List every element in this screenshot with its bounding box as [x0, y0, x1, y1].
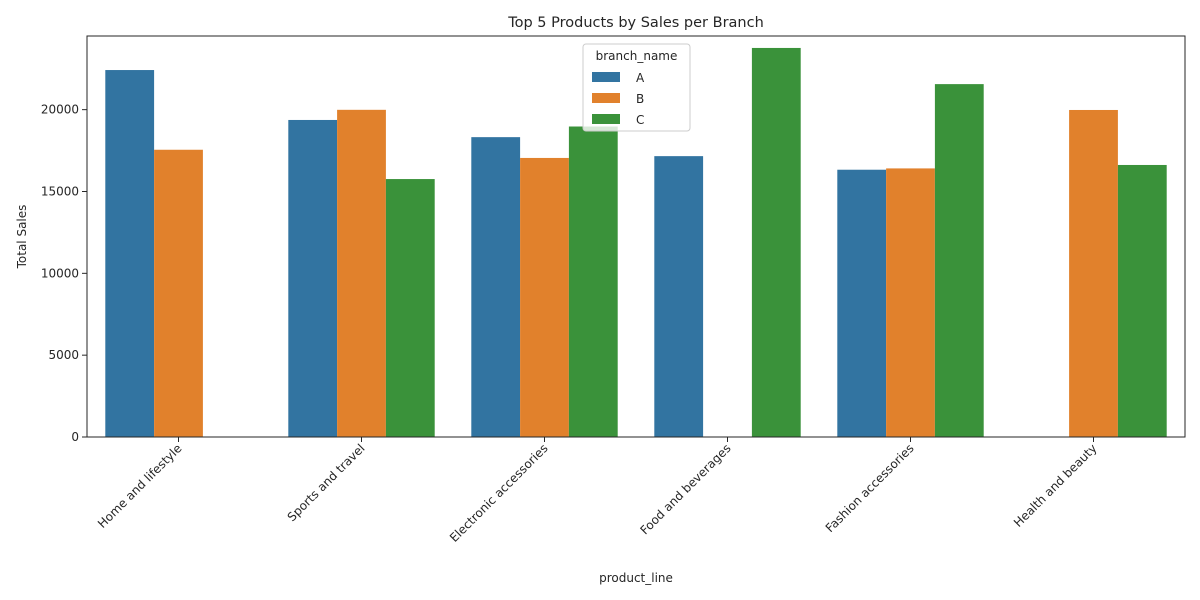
x-tick-label: Food and beverages: [637, 441, 733, 537]
bar-C-2: [568, 126, 618, 437]
y-tick-label: 10000: [41, 266, 79, 280]
x-tick-label: Electronic accessories: [447, 441, 551, 545]
bar-C-4: [934, 84, 984, 438]
bar-A-0: [105, 70, 155, 437]
x-tick-label: Sports and travel: [285, 441, 368, 524]
bar-B-5: [1069, 109, 1118, 437]
legend-title: branch_name: [596, 49, 678, 63]
legend-box: [582, 43, 691, 132]
x-axis-title: product_line: [599, 571, 673, 585]
bar-C-5: [1117, 164, 1167, 437]
bar-B-2: [520, 157, 569, 437]
bar-A-4: [837, 169, 887, 437]
bar-B-0: [154, 149, 203, 437]
plot-frame: [86, 35, 1186, 438]
legend-swatch-B: [592, 93, 620, 103]
bar-A-2: [471, 137, 521, 437]
bar-B-1: [337, 109, 386, 437]
y-tick-label: 0: [71, 430, 79, 444]
y-axis-title: Total Sales: [15, 205, 29, 270]
bar-B-4: [886, 168, 935, 437]
y-tick-label: 15000: [41, 184, 79, 198]
y-tick-label: 20000: [41, 103, 79, 117]
legend: branch_name ABC: [582, 43, 691, 132]
x-tick-label: Home and lifestyle: [95, 441, 185, 531]
x-axis: Home and lifestyle Sports and travel Elect…: [95, 437, 1100, 545]
y-axis: 0 5000 10000 15000 20000: [41, 103, 87, 444]
legend-label-B: B: [636, 92, 644, 106]
legend-label-C: C: [636, 113, 644, 127]
legend-swatch-C: [592, 114, 620, 124]
chart-title: Top 5 Products by Sales per Branch: [507, 15, 764, 31]
legend-swatch-A: [592, 72, 620, 82]
bar-A-3: [654, 156, 704, 437]
bar-C-1: [385, 179, 435, 438]
legend-label-A: A: [636, 71, 645, 85]
x-tick-label: Fashion accessories: [823, 441, 917, 535]
x-tick-label: Health and beauty: [1011, 441, 1100, 530]
y-tick-label: 5000: [48, 348, 79, 362]
bar-A-1: [288, 119, 338, 438]
bars-group: [105, 47, 1167, 438]
bar-C-3: [751, 47, 801, 437]
